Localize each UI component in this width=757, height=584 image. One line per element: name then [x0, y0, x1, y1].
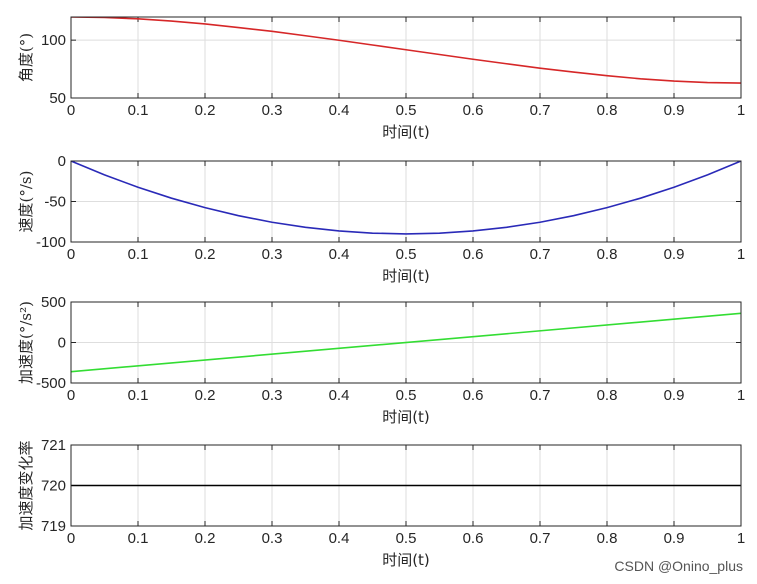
- x-tick-label: 0.5: [396, 246, 417, 263]
- subplot-3: 0 0.1 0.2 0.3 0.4 0.5 0.6 0.7 0.8 0.9 1-5000500时间(…: [17, 294, 745, 426]
- x-tick-label: 0.4: [329, 246, 350, 263]
- x-tick-label: 1: [737, 387, 745, 404]
- x-tick-label: 0.2: [195, 102, 216, 119]
- x-tick-label: 0: [67, 102, 75, 119]
- y-tick-label: 0: [58, 335, 66, 352]
- y-axis-label: 角度(°): [17, 33, 35, 82]
- subplot-4: 0 0.1 0.2 0.3 0.4 0.5 0.6 0.7 0.8 0.9 1 719 720 721 时间…: [17, 437, 745, 569]
- x-axis-label: 时间(t): [382, 551, 430, 569]
- x-tick-label: 0.3: [262, 246, 283, 263]
- x-axis-label: 时间(t): [382, 267, 430, 285]
- x-tick-label: 0.8: [597, 246, 618, 263]
- x-tick-label: 0.6: [463, 387, 484, 404]
- x-tick-label: 0: [67, 530, 75, 547]
- watermark: CSDN @Onino_plus: [614, 558, 743, 574]
- series-line-1: [71, 161, 741, 235]
- x-tick-label: 0: [67, 246, 75, 263]
- y-axis-label: 速度(°/s): [17, 171, 35, 233]
- x-tick-label: 0.6: [463, 530, 484, 547]
- x-tick-label: 0.4: [329, 387, 350, 404]
- x-tick-label: 0.7: [530, 387, 551, 404]
- x-tick-label: 0.1: [128, 530, 149, 547]
- x-tick-label: 0.8: [597, 530, 618, 547]
- x-tick-label: 0.3: [262, 387, 283, 404]
- x-axis-label: 时间(t): [382, 408, 430, 426]
- x-tick-label: 0.3: [262, 530, 283, 547]
- x-tick-label: 0.5: [396, 387, 417, 404]
- y-tick-label: 50: [49, 90, 66, 107]
- x-tick-label: 0.9: [664, 387, 685, 404]
- series-line-1: [71, 17, 741, 84]
- x-tick-label: 0.1: [128, 246, 149, 263]
- x-tick-label: 0.4: [329, 102, 350, 119]
- y-tick-label: 0: [58, 153, 66, 170]
- x-tick-label: 1: [737, 530, 745, 547]
- x-tick-label: 0.8: [597, 387, 618, 404]
- y-tick-label: 721: [41, 437, 66, 454]
- axes-box: [70, 301, 742, 384]
- x-tick-label: 0.7: [530, 102, 551, 119]
- axes-box: [70, 16, 742, 99]
- subplot-1: 0 0.1 0.2 0.3 0.4 0.5 0.6 0.7 0.8 0.9 1 50 100 时间(t) 角…: [17, 16, 745, 141]
- x-tick-label: 0: [67, 387, 75, 404]
- y-tick-label: 720: [41, 478, 66, 495]
- x-tick-label: 0.3: [262, 102, 283, 119]
- y-tick-label: -500: [36, 375, 66, 392]
- x-tick-label: 1: [737, 102, 745, 119]
- x-tick-label: 0.9: [664, 246, 685, 263]
- x-tick-label: 0.2: [195, 387, 216, 404]
- x-tick-label: 0.2: [195, 530, 216, 547]
- x-tick-label: 0.1: [128, 387, 149, 404]
- x-tick-label: 0.7: [530, 530, 551, 547]
- subplot-2: 0 0.1 0.2 0.3 0.4 0.5 0.6 0.7 0.8 0.9 1 -100 -50 0 时间(…: [17, 153, 745, 285]
- x-tick-label: 0.4: [329, 530, 350, 547]
- x-tick-label: 0.5: [396, 530, 417, 547]
- x-tick-label: 0.9: [664, 102, 685, 119]
- y-tick-label: 719: [41, 518, 66, 535]
- y-tick-label: -50: [44, 194, 66, 211]
- x-tick-label: 0.2: [195, 246, 216, 263]
- x-tick-label: 0.6: [463, 102, 484, 119]
- x-axis-label: 时间(t): [382, 123, 430, 141]
- x-tick-label: 0.1: [128, 102, 149, 119]
- axes-box: [70, 444, 742, 527]
- y-axis-label: 加速度(°/s²): [17, 301, 35, 384]
- series-line-1: [71, 312, 741, 373]
- x-tick-label: 0.7: [530, 246, 551, 263]
- x-tick-label: 0.8: [597, 102, 618, 119]
- x-tick-label: 0.6: [463, 246, 484, 263]
- y-axis-label: 加速度变化率: [17, 440, 35, 530]
- x-tick-label: 0.9: [664, 530, 685, 547]
- axes-box: [70, 160, 742, 243]
- y-tick-label: -100: [36, 234, 66, 251]
- x-tick-label: 0.5: [396, 102, 417, 119]
- y-tick-label: 500: [41, 294, 66, 311]
- x-tick-label: 1: [737, 246, 745, 263]
- y-tick-label: 100: [41, 32, 66, 49]
